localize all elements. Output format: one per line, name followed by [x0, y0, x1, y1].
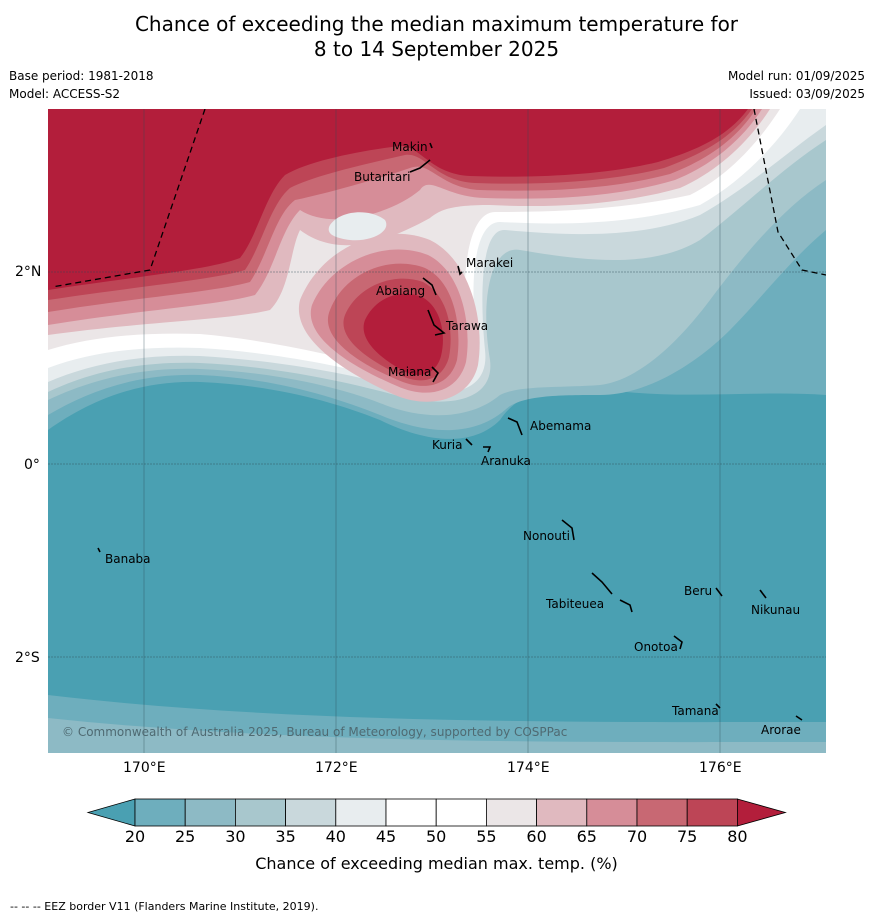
lon-label-170e: 170°E [123, 760, 166, 776]
colorbar-tick-label: 60 [526, 827, 547, 846]
colorbar-cell [485, 798, 537, 827]
colorbar-tick-label: 65 [576, 827, 597, 846]
island-tarawa [427, 309, 446, 336]
model-text: Model: ACCESS-S2 [9, 87, 121, 101]
copyright-text: © Commonwealth of Australia 2025, Bureau… [62, 725, 567, 739]
island-kuria [465, 438, 473, 446]
chart-title-line2: 8 to 14 September 2025 [313, 37, 560, 61]
map-svg: Makin Butaritari Marakei Abaiang Tarawa … [48, 109, 826, 753]
island-marakei [457, 265, 463, 276]
island-banaba [97, 547, 101, 553]
lat-label-2n: 2°N [15, 264, 42, 280]
island-onotoa [673, 635, 683, 650]
island-aranuka [483, 446, 492, 453]
bubble-80 [363, 293, 443, 376]
island-tabiteuea-s [619, 599, 633, 613]
contour-band-80 [48, 109, 748, 290]
island-beru [715, 587, 723, 597]
label-abemama: Abemama [530, 419, 591, 433]
label-abaiang: Abaiang [376, 284, 425, 298]
label-tabiteuea: Tabiteuea [545, 597, 604, 611]
colorbar-tick-label: 80 [727, 827, 748, 846]
islands [97, 142, 803, 721]
latitude-lines [48, 271, 826, 658]
label-beru: Beru [684, 584, 712, 598]
base-period-text: Base period: 1981-2018 [9, 69, 154, 83]
colorbar-tick-label: 45 [375, 827, 397, 846]
forecast-map[interactable]: Makin Butaritari Marakei Abaiang Tarawa … [48, 109, 826, 753]
label-maiana: Maiana [388, 365, 431, 379]
label-butaritari: Butaritari [354, 170, 411, 184]
colorbar-cell [234, 798, 286, 827]
chart-title-line1: Chance of exceeding the median maximum t… [134, 12, 739, 36]
island-tabiteuea-n [591, 572, 613, 595]
island-abemama [507, 417, 523, 436]
colorbar-tick-label: 35 [275, 827, 296, 846]
label-aranuka: Aranuka [481, 454, 531, 468]
colorbar-cell [586, 798, 638, 827]
colorbar-tick-label: 70 [626, 827, 648, 846]
colorbar-extend-high [737, 798, 787, 827]
island-butaritari [409, 159, 431, 173]
colorbar-cells [86, 798, 787, 827]
north-patch [328, 212, 387, 241]
colorbar-cell [636, 798, 688, 827]
colorbar-cell [335, 798, 387, 827]
colorbar-cell [686, 798, 738, 827]
colorbar-cell [184, 798, 236, 827]
island-abaiang [422, 277, 437, 296]
lon-label-176e: 176°E [699, 760, 742, 776]
label-onotoa: Onotoa [634, 640, 678, 654]
island-nonouti [561, 519, 575, 541]
lon-label-172e: 172°E [315, 760, 358, 776]
colorbar-cell [285, 798, 337, 827]
colorbar-extend-low [86, 798, 136, 827]
label-banaba: Banaba [105, 552, 151, 566]
label-nonouti: Nonouti [523, 529, 570, 543]
colorbar-tick-label: 20 [124, 827, 146, 846]
issued-text: Issued: 03/09/2025 [749, 87, 865, 101]
contour-band-30 [48, 718, 826, 753]
place-labels: Makin Butaritari Marakei Abaiang Tarawa … [105, 140, 801, 737]
model-run-text: Model run: 01/09/2025 [727, 69, 865, 83]
colorbar-tick-label: 75 [677, 827, 698, 846]
colorbar-tick-label: 50 [426, 827, 447, 846]
island-makin [429, 142, 433, 149]
label-nikunau: Nikunau [751, 603, 800, 617]
colorbar-cell [435, 798, 487, 827]
colorbar-cell [134, 798, 186, 827]
island-arorae [795, 715, 803, 721]
eez-footnote: -- -- -- EEZ border V11 (Flanders Marine… [10, 900, 319, 913]
label-tamana: Tamana [671, 704, 719, 718]
label-marakei: Marakei [466, 256, 513, 270]
island-nikunau [759, 589, 767, 599]
label-kuria: Kuria [432, 438, 463, 452]
island-tamana [715, 703, 721, 709]
island-maiana [431, 366, 439, 383]
colorbar [86, 798, 787, 827]
eez-border [51, 109, 826, 288]
colorbar-tick-label: 55 [476, 827, 497, 846]
colorbar-tick-label: 40 [325, 827, 346, 846]
label-arorae: Arorae [761, 723, 801, 737]
colorbar-tick-label: 30 [225, 827, 246, 846]
graticule [143, 109, 721, 753]
label-tarawa: Tarawa [445, 319, 488, 333]
colorbar-tick-label: 25 [175, 827, 196, 846]
lat-label-0: 0° [24, 457, 40, 473]
lat-label-2s: 2°S [15, 650, 40, 666]
colorbar-cell [385, 798, 437, 827]
lon-label-174e: 174°E [507, 760, 550, 776]
colorbar-cell [536, 798, 588, 827]
colorbar-label: Chance of exceeding median max. temp. (%… [255, 854, 618, 873]
label-makin: Makin [392, 140, 428, 154]
